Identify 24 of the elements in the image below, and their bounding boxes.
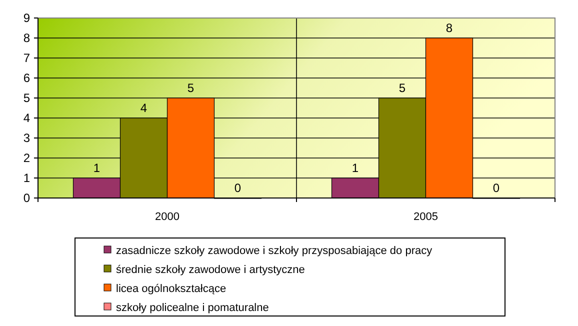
y-tick-label: 3 <box>23 131 30 146</box>
legend-label: zasadnicze szkoły zawodowe i szkoły przysposabiające do pracy <box>116 244 433 257</box>
x-tick-label: 2005 <box>414 211 438 223</box>
legend-label: licea ogólnokształcące <box>116 282 226 295</box>
y-tick-label: 1 <box>23 171 30 186</box>
data-label: 0 <box>234 181 242 195</box>
data-label: 4 <box>140 101 148 115</box>
data-label: 0 <box>492 181 500 195</box>
y-tick-label: 7 <box>23 51 30 66</box>
data-label: 5 <box>187 81 194 95</box>
y-tick-label: 8 <box>23 31 30 46</box>
y-tick-label: 2 <box>23 151 30 166</box>
legend-label: szkoły policealne i pomaturalne <box>116 302 269 314</box>
data-label: 8 <box>446 21 453 35</box>
y-tick-label: 6 <box>23 71 30 86</box>
legend-label: średnie szkoły zawodowe i artystyczne <box>116 264 305 276</box>
x-tick-label: 2000 <box>155 211 180 223</box>
y-tick-label: 0 <box>23 191 30 206</box>
y-tick-label: 4 <box>23 111 30 126</box>
y-tick-label: 5 <box>23 91 30 106</box>
data-label: 1 <box>93 161 100 175</box>
y-tick-label: 9 <box>23 11 30 26</box>
data-label: 5 <box>398 81 406 95</box>
data-label: 1 <box>352 161 359 175</box>
